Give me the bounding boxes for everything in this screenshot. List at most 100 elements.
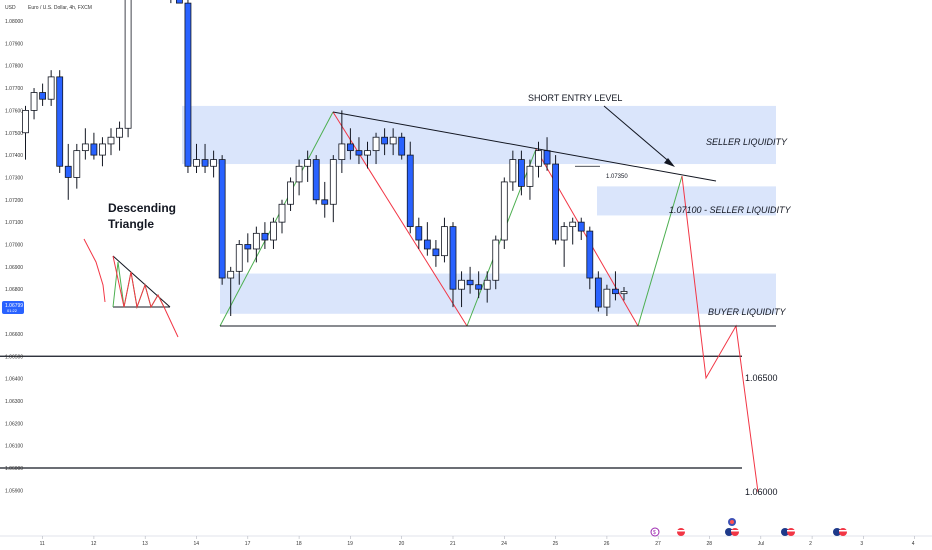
- candle-body: [603, 288, 611, 308]
- candle-body: [107, 136, 115, 145]
- trendlines: [220, 111, 776, 327]
- currency-label: USD: [5, 5, 16, 11]
- candle-body: [193, 159, 200, 167]
- x-axis[interactable]: 11 12 13 14 17 18 19 20 21 24 25 26 27 28 Jul 2 3 4: [40, 536, 916, 547]
- short-entry-arrow: [603, 105, 675, 167]
- candle-body: [30, 92, 38, 111]
- y-tick-label: 1.07700: [5, 86, 23, 92]
- x-tick-label: 26: [604, 541, 610, 547]
- arrowhead: [664, 158, 675, 167]
- candle-body: [22, 110, 29, 134]
- x-tick-label: 3: [860, 541, 863, 547]
- candle-body: [201, 159, 209, 167]
- candle-body: [423, 239, 431, 250]
- event-icon-1: $: [650, 527, 660, 537]
- candle-body: [235, 244, 243, 272]
- candle-body: [73, 150, 81, 178]
- level-107350-label: 1.07350: [606, 174, 628, 180]
- candle-body: [338, 143, 346, 160]
- candle-body: [552, 163, 559, 241]
- candle-body: [612, 288, 619, 295]
- y-tick-label: 1.06000: [5, 466, 23, 472]
- candle-body: [458, 279, 465, 290]
- candle-body: [372, 136, 380, 152]
- svg-text:$: $: [653, 530, 656, 536]
- x-tick-label: 11: [40, 541, 45, 547]
- y-tick-label: 1.07500: [5, 131, 23, 137]
- candle-body: [90, 143, 98, 156]
- y-tick-label: 1.06200: [5, 421, 23, 427]
- candle-body: [492, 239, 500, 281]
- y-tick-label: 1.07100: [5, 220, 23, 226]
- y-tick-label: 1.08000: [5, 19, 23, 25]
- y-tick-label: 1.06600: [5, 332, 23, 338]
- x-tick-label: 28: [707, 541, 713, 547]
- candle-body: [39, 92, 46, 100]
- current-price: 1.06799: [5, 303, 23, 309]
- x-tick-label: 25: [553, 541, 559, 547]
- candle-body: [227, 270, 235, 279]
- triangle-illustration: [83, 238, 179, 338]
- candles: [22, 0, 628, 317]
- candle-body: [398, 136, 406, 156]
- candle-body: [586, 230, 594, 279]
- us-flag-icon-1: [677, 528, 685, 536]
- candle-body: [449, 226, 457, 290]
- candle-body: [295, 165, 303, 183]
- economic-events[interactable]: $: [650, 518, 847, 537]
- candle-body: [535, 150, 542, 167]
- y-tick-label: 1.07000: [5, 243, 23, 249]
- candle-body: [483, 279, 491, 290]
- candle-body: [287, 181, 294, 205]
- price-countdown: 01:22: [7, 308, 18, 313]
- y-tick-label: 1.07200: [5, 198, 23, 204]
- x-tick-label: 2: [809, 541, 812, 547]
- candle-body: [577, 221, 585, 232]
- candle-body: [381, 136, 389, 145]
- bear-swing-3: [681, 175, 759, 493]
- candle-body: [312, 159, 320, 201]
- x-tick-label: 17: [245, 541, 251, 547]
- candle-body: [218, 159, 226, 279]
- candle-body: [560, 226, 568, 241]
- candle-body: [124, 0, 132, 129]
- candle-body: [355, 150, 363, 156]
- candle-body: [346, 143, 354, 152]
- y-tick-label: 1.06800: [5, 287, 23, 293]
- candle-body: [441, 226, 448, 257]
- candle-body: [518, 159, 525, 187]
- x-tick-label: 12: [91, 541, 97, 547]
- us-flag-icon-3: [787, 528, 795, 536]
- candle-body: [184, 2, 192, 167]
- short-entry-label: SHORT ENTRY LEVEL: [528, 93, 622, 103]
- x-tick-label: 13: [142, 541, 148, 547]
- candle-body: [415, 226, 423, 241]
- candle-body: [56, 76, 64, 167]
- candle-body: [466, 279, 474, 286]
- us-flag-icon-2: [731, 528, 739, 536]
- pattern-title-line2: Triangle: [108, 217, 154, 231]
- y-tick-label: 1.05900: [5, 488, 23, 494]
- candle-body: [99, 143, 106, 156]
- x-tick-label: 21: [450, 541, 456, 547]
- y-tick-label: 1.07600: [5, 108, 23, 114]
- x-tick-label: 18: [296, 541, 302, 547]
- seller-zone-top: [182, 105, 776, 165]
- candle-body: [594, 277, 602, 308]
- y-tick-label: 1.07800: [5, 64, 23, 70]
- candle-body: [278, 203, 286, 223]
- candle-body: [526, 165, 534, 187]
- triangle-zigzag-red: [112, 255, 179, 338]
- candle-body: [569, 221, 577, 228]
- candle-body: [500, 181, 508, 241]
- bull-swing-1: [219, 111, 334, 327]
- candle-body: [321, 199, 329, 205]
- descending-trendline: [332, 111, 717, 182]
- bear-swing-1: [332, 111, 468, 327]
- candle-body: [64, 165, 72, 178]
- current-price-badge: 1.06799 01:22: [2, 301, 24, 314]
- candle-body: [304, 159, 312, 167]
- candle-body: [270, 221, 277, 241]
- y-tick-label: 1.06900: [5, 265, 23, 271]
